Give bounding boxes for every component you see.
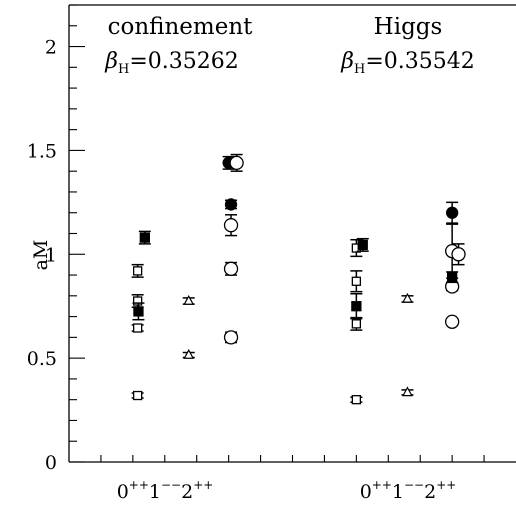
jpc-sup: ++ — [193, 478, 213, 492]
open-circle-marker — [223, 218, 239, 233]
ticks — [69, 4, 485, 463]
data-point — [182, 348, 195, 359]
data-point — [356, 237, 369, 252]
y-tick-label: 2 — [45, 37, 57, 59]
filled-square-marker — [357, 239, 368, 251]
jpc-label: 2 — [424, 481, 436, 503]
jpc-label: 2 — [181, 481, 193, 503]
open-circle-marker — [451, 247, 466, 262]
data-point — [224, 198, 238, 211]
data-point — [138, 230, 151, 245]
filled-square-marker — [139, 232, 150, 243]
open-circle-marker — [444, 314, 460, 329]
data-point — [223, 214, 239, 237]
data-point — [131, 323, 144, 333]
y-tick-label: 1.5 — [27, 140, 57, 162]
panel-confinement: confinement βH=0.35262 0++1−−2++ — [104, 14, 253, 503]
jpc-sup: ++ — [129, 478, 149, 492]
filled-circle-marker — [445, 206, 459, 219]
data-point — [350, 270, 363, 293]
data-points — [131, 153, 466, 405]
jpc-label: 1 — [149, 481, 161, 503]
open-triangle-marker — [402, 292, 413, 303]
data-point — [131, 263, 144, 278]
jpc-sup: −− — [404, 478, 424, 492]
data-point — [444, 314, 460, 329]
jpc-sup: ++ — [372, 478, 392, 492]
jpc-label: 0 — [117, 481, 129, 503]
data-point — [446, 271, 459, 284]
data-point — [223, 330, 239, 345]
jpc-labels-confinement: 0++1−−2++ — [117, 478, 214, 503]
data-point — [132, 302, 145, 321]
open-square-marker — [132, 296, 143, 306]
open-square-marker — [132, 266, 143, 276]
open-triangle-marker — [183, 348, 195, 359]
open-triangle-marker — [402, 386, 413, 397]
data-point — [131, 294, 144, 308]
open-square-marker — [132, 323, 143, 333]
data-point — [350, 395, 363, 405]
data-point — [223, 261, 239, 276]
open-circle-marker — [223, 330, 239, 345]
data-point — [350, 316, 363, 331]
y-axis-label: aM — [30, 240, 52, 271]
beta-subscript: H — [354, 62, 365, 77]
data-point — [350, 292, 363, 320]
data-point — [401, 292, 414, 303]
filled-square-marker — [133, 306, 144, 317]
data-point — [445, 201, 459, 224]
open-square-marker — [351, 276, 362, 286]
open-triangle-marker — [183, 294, 195, 305]
filled-square-marker — [351, 301, 362, 312]
jpc-label: 0 — [360, 481, 372, 503]
beta-value: =0.35542 — [365, 49, 474, 74]
data-point — [182, 294, 195, 305]
y-tick-labels: 0 0.5 1 1.5 2 — [27, 37, 57, 474]
filled-circle-marker — [224, 198, 238, 211]
beta-value: =0.35262 — [129, 49, 238, 74]
beta-symbol: β — [104, 49, 118, 74]
data-point — [131, 390, 144, 401]
beta-subscript: H — [118, 62, 129, 77]
y-tick-label: 0 — [45, 452, 57, 474]
beta-symbol: β — [340, 49, 354, 74]
y-tick-label: 1 — [45, 244, 57, 266]
jpc-sup: −− — [161, 478, 181, 492]
y-tick-label: 0.5 — [27, 348, 57, 370]
data-point — [401, 386, 414, 397]
data-point — [444, 279, 460, 294]
panel-title-confinement: confinement — [108, 14, 254, 40]
jpc-sup: ++ — [436, 478, 456, 492]
panel-beta-confinement: βH=0.35262 — [104, 49, 238, 77]
filled-square-marker — [446, 271, 458, 283]
open-square-marker — [132, 390, 143, 401]
open-circle-marker — [229, 155, 244, 171]
panel-higgs: Higgs βH=0.35542 0++1−−2++ — [340, 14, 474, 503]
panel-beta-higgs: βH=0.35542 — [340, 49, 474, 77]
open-square-marker — [351, 395, 362, 405]
jpc-labels-higgs: 0++1−−2++ — [360, 478, 457, 503]
open-circle-marker — [223, 261, 239, 276]
open-square-marker — [351, 319, 362, 329]
jpc-label: 1 — [392, 481, 404, 503]
panel-title-higgs: Higgs — [374, 14, 443, 40]
data-point — [229, 153, 244, 172]
data-point — [451, 243, 466, 266]
